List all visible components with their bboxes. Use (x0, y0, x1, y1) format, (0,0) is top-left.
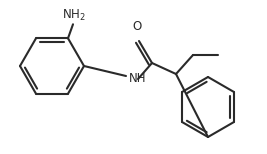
Text: NH$_2$: NH$_2$ (62, 8, 86, 23)
Text: NH: NH (129, 71, 147, 85)
Text: O: O (132, 20, 142, 33)
